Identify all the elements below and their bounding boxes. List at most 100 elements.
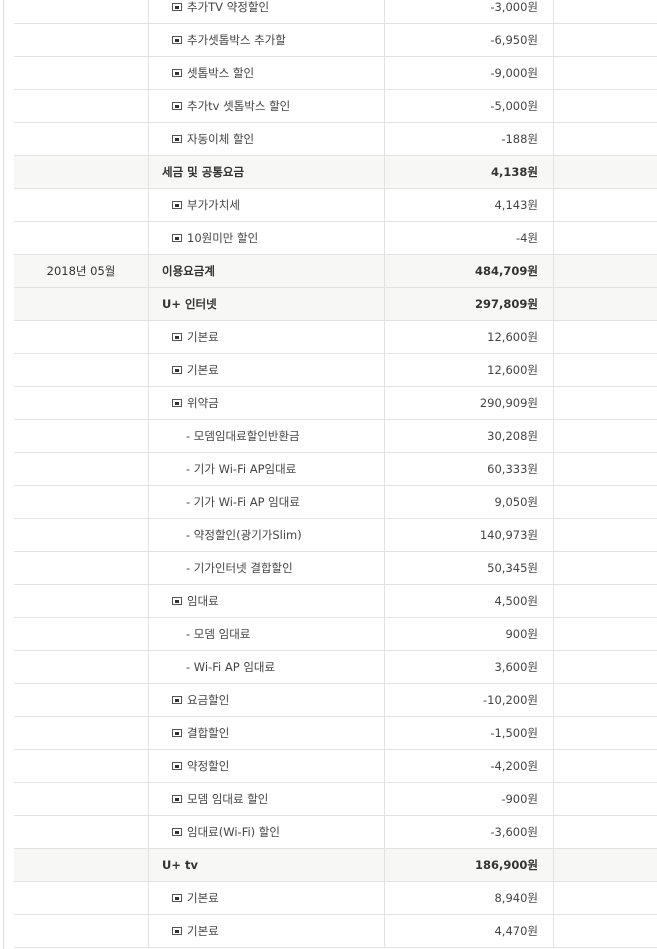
group-row: U+ 인터넷 297,809원 bbox=[14, 288, 657, 321]
item-row: 임대료(Wi-Fi) 할인 -3,600원 bbox=[14, 816, 657, 849]
empty-cell bbox=[554, 156, 657, 188]
billing-month-cell bbox=[14, 882, 149, 914]
collapse-box-icon[interactable] bbox=[172, 729, 182, 737]
billing-month-cell bbox=[14, 189, 149, 221]
charge-label-cell: - 기가인터넷 결합할인 bbox=[149, 552, 385, 584]
charge-amount: 186,900원 bbox=[385, 849, 554, 881]
charge-label-cell: 이용요금계 bbox=[149, 255, 385, 287]
charge-amount: 60,333원 bbox=[385, 453, 554, 485]
charge-label-cell: 모뎀 임대료 할인 bbox=[149, 783, 385, 815]
collapse-box-icon[interactable] bbox=[172, 69, 182, 77]
empty-cell bbox=[554, 354, 657, 386]
charge-amount: -188원 bbox=[385, 123, 554, 155]
charge-label: 셋톱박스 할인 bbox=[187, 66, 255, 80]
sub-item-row: - 기가인터넷 결합할인 50,345원 bbox=[14, 552, 657, 585]
billing-month-cell bbox=[14, 453, 149, 485]
group-row: 세금 및 공통요금 4,138원 bbox=[14, 156, 657, 189]
empty-cell bbox=[554, 123, 657, 155]
charge-label-cell: U+ tv bbox=[149, 849, 385, 881]
charge-label-cell: 세금 및 공통요금 bbox=[149, 156, 385, 188]
charge-amount: 290,909원 bbox=[385, 387, 554, 419]
item-row: 추가셋톱박스 추가할 -6,950원 bbox=[14, 24, 657, 57]
empty-cell bbox=[554, 684, 657, 716]
charge-amount: 140,973원 bbox=[385, 519, 554, 551]
charge-amount: 900원 bbox=[385, 618, 554, 650]
item-row: 자동이체 할인 -188원 bbox=[14, 123, 657, 156]
charge-amount: 3,600원 bbox=[385, 651, 554, 683]
collapse-box-icon[interactable] bbox=[172, 36, 182, 44]
charge-label: 결합할인 bbox=[187, 726, 230, 740]
collapse-box-icon[interactable] bbox=[172, 366, 182, 374]
charge-amount: 9,050원 bbox=[385, 486, 554, 518]
sub-item-row: - 기가 Wi-Fi AP임대료 60,333원 bbox=[14, 453, 657, 486]
billing-month-cell bbox=[14, 24, 149, 56]
charge-amount: 12,600원 bbox=[385, 354, 554, 386]
collapse-box-icon[interactable] bbox=[172, 399, 182, 407]
billing-month-cell bbox=[14, 123, 149, 155]
collapse-box-icon[interactable] bbox=[172, 597, 182, 605]
charge-amount: -3,000원 bbox=[385, 0, 554, 23]
sub-item-row: - 약정할인(광기가Slim) 140,973원 bbox=[14, 519, 657, 552]
billing-month-cell bbox=[14, 519, 149, 551]
billing-month-cell bbox=[14, 618, 149, 650]
collapse-box-icon[interactable] bbox=[172, 234, 182, 242]
charge-label-cell: - 약정할인(광기가Slim) bbox=[149, 519, 385, 551]
billing-month-cell bbox=[14, 750, 149, 782]
charge-label: 10원미만 할인 bbox=[187, 231, 259, 245]
sub-item-row: - Wi-Fi AP 임대료 3,600원 bbox=[14, 651, 657, 684]
billing-month-cell bbox=[14, 783, 149, 815]
billing-month-cell bbox=[14, 57, 149, 89]
billing-month-cell bbox=[14, 156, 149, 188]
billing-month-cell bbox=[14, 321, 149, 353]
charge-label-cell: 기본료 bbox=[149, 321, 385, 353]
charge-label-cell: 추가셋톱박스 추가할 bbox=[149, 24, 385, 56]
collapse-box-icon[interactable] bbox=[172, 102, 182, 110]
charge-label: 기본료 bbox=[187, 330, 219, 344]
left-border bbox=[3, 0, 4, 949]
collapse-box-icon[interactable] bbox=[172, 828, 182, 836]
billing-month-cell bbox=[14, 651, 149, 683]
charge-label: - 모뎀임대료할인반환금 bbox=[186, 429, 300, 443]
charge-amount: -900원 bbox=[385, 783, 554, 815]
collapse-box-icon[interactable] bbox=[172, 3, 182, 11]
charge-amount: 4,470원 bbox=[385, 915, 554, 947]
collapse-box-icon[interactable] bbox=[172, 135, 182, 143]
charge-label: 자동이체 할인 bbox=[187, 132, 255, 146]
billing-month-cell bbox=[14, 0, 149, 23]
charge-label-cell: 결합할인 bbox=[149, 717, 385, 749]
charge-label: 추가셋톱박스 추가할 bbox=[187, 33, 286, 47]
item-row: 부가가치세 4,143원 bbox=[14, 189, 657, 222]
collapse-box-icon[interactable] bbox=[172, 201, 182, 209]
charge-label-cell: 임대료(Wi-Fi) 할인 bbox=[149, 816, 385, 848]
collapse-box-icon[interactable] bbox=[172, 795, 182, 803]
collapse-box-icon[interactable] bbox=[172, 333, 182, 341]
empty-cell bbox=[554, 486, 657, 518]
charge-amount: -3,600원 bbox=[385, 816, 554, 848]
collapse-box-icon[interactable] bbox=[172, 696, 182, 704]
item-row: 추가TV 약정할인 -3,000원 bbox=[14, 0, 657, 24]
billing-month-cell bbox=[14, 354, 149, 386]
item-row: 기본료 12,600원 bbox=[14, 354, 657, 387]
charge-label: 이용요금계 bbox=[162, 264, 215, 278]
charge-label-cell: 기본료 bbox=[149, 915, 385, 947]
charge-label: - 기가 Wi-Fi AP 임대료 bbox=[186, 495, 300, 509]
item-row: 임대료 4,500원 bbox=[14, 585, 657, 618]
collapse-box-icon[interactable] bbox=[172, 894, 182, 902]
billing-month-cell bbox=[14, 486, 149, 518]
empty-cell bbox=[554, 453, 657, 485]
collapse-box-icon[interactable] bbox=[172, 762, 182, 770]
billing-month-cell bbox=[14, 915, 149, 947]
charge-label: - 약정할인(광기가Slim) bbox=[186, 528, 302, 542]
charge-amount: 4,143원 bbox=[385, 189, 554, 221]
charge-label: 요금할인 bbox=[187, 693, 230, 707]
charge-label-cell: 위약금 bbox=[149, 387, 385, 419]
billing-month-cell bbox=[14, 288, 149, 320]
charge-label: 임대료(Wi-Fi) 할인 bbox=[187, 825, 280, 839]
empty-cell bbox=[554, 255, 657, 287]
charge-label: 부가가치세 bbox=[187, 198, 240, 212]
billing-month-cell bbox=[14, 849, 149, 881]
charge-label-cell: 10원미만 할인 bbox=[149, 222, 385, 254]
collapse-box-icon[interactable] bbox=[172, 927, 182, 935]
billing-month-cell bbox=[14, 90, 149, 122]
charge-label-cell: 추가TV 약정할인 bbox=[149, 0, 385, 23]
